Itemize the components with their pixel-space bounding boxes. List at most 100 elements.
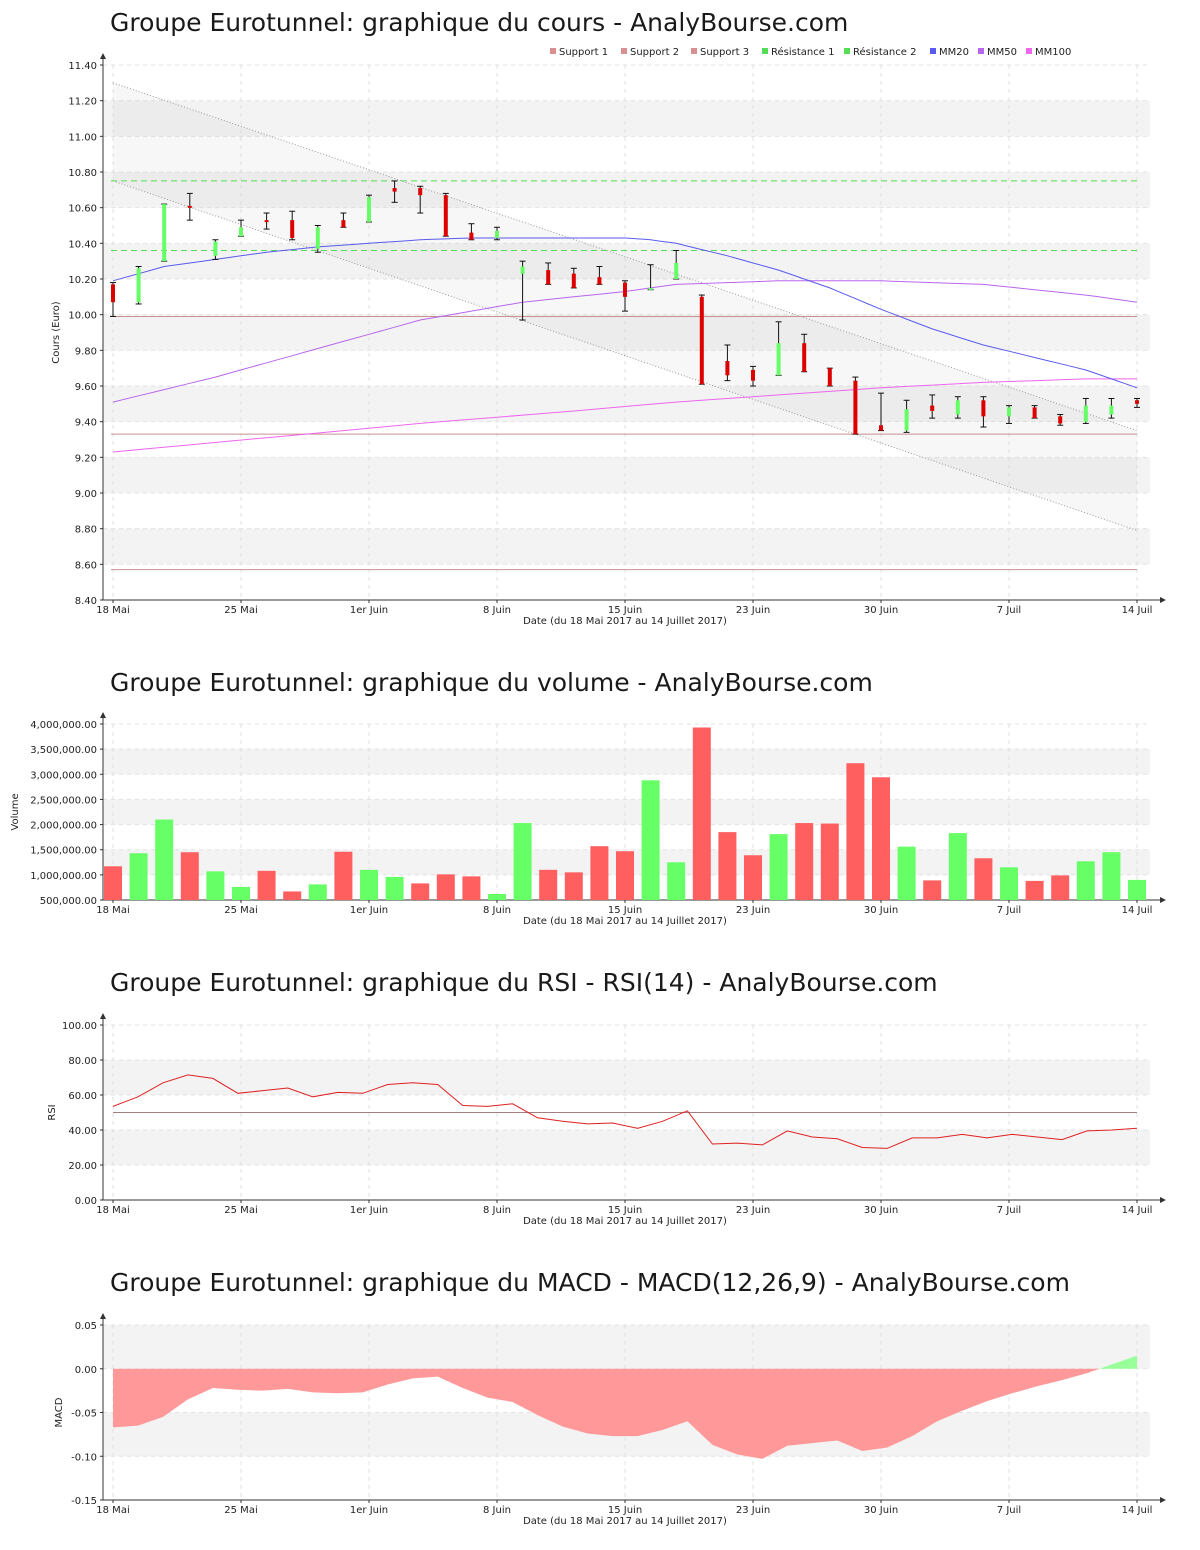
- y-axis-label: Volume: [10, 793, 21, 830]
- volume-bar: [641, 780, 660, 900]
- candle-body: [136, 268, 141, 303]
- grid-band: [103, 243, 1150, 279]
- y-tick-label: 80.00: [68, 1056, 97, 1067]
- volume-bar: [385, 876, 404, 900]
- y-axis-label: RSI: [47, 1104, 58, 1120]
- volume-bar: [590, 846, 609, 900]
- candle-body: [1007, 407, 1011, 417]
- grid-band: [103, 1130, 1150, 1165]
- legend-swatch: [844, 48, 850, 54]
- legend-label: Résistance 1: [771, 46, 834, 58]
- x-axis-label: Date (du 18 Mai 2017 au 14 Juillet 2017): [523, 1216, 727, 1227]
- x-tick-label: 7 Juil: [997, 605, 1021, 616]
- x-axis-label: Date (du 18 Mai 2017 au 14 Juillet 2017): [523, 616, 727, 627]
- y-tick-label: -0.10: [71, 1452, 97, 1463]
- x-tick-label: 1er Juin: [350, 905, 388, 916]
- candle-body: [751, 369, 755, 381]
- volume-bar: [948, 833, 967, 900]
- volume-bar: [744, 855, 762, 900]
- x-tick-label: 15 Juin: [608, 1205, 642, 1216]
- candle-body: [111, 284, 115, 303]
- volume-bar: [129, 853, 148, 900]
- volume-bar: [436, 874, 455, 900]
- rsi-line: [112, 1074, 1138, 1149]
- x-tick-label: 7 Juil: [997, 1205, 1021, 1216]
- legend-label: Support 2: [630, 47, 679, 58]
- legend-label: Résistance 2: [853, 46, 916, 58]
- channel-upper-line: [112, 82, 1138, 432]
- x-tick-label: 7 Juil: [997, 905, 1021, 916]
- grid-band: [103, 100, 1150, 137]
- candle-body: [597, 277, 602, 285]
- y-tick-label: 9.40: [75, 418, 97, 429]
- candle-body: [725, 361, 730, 376]
- volume-bar: [616, 851, 634, 900]
- y-tick-label: 3,500,000.00: [30, 745, 97, 756]
- candle-body: [904, 409, 909, 431]
- y-tick-label: 10.40: [68, 239, 97, 250]
- y-tick-label: 0.05: [75, 1321, 97, 1332]
- y-axis-arrow: [100, 1013, 106, 1019]
- candle-body: [827, 368, 832, 386]
- y-tick-label: 9.60: [75, 382, 97, 393]
- volume-bar: [667, 862, 686, 900]
- legend-label: MM50: [987, 47, 1017, 58]
- y-tick-label: 100.00: [62, 1021, 97, 1032]
- y-tick-label: 0.00: [75, 1196, 97, 1207]
- x-tick-label: 8 Juin: [483, 1505, 511, 1516]
- volume-bar: [718, 832, 737, 900]
- grid-band: [103, 1060, 1150, 1095]
- x-tick-label: 14 Juil: [1122, 1505, 1153, 1516]
- volume-bar: [872, 777, 890, 900]
- channel-lower-line: [112, 180, 1138, 531]
- candle-body: [1083, 405, 1088, 422]
- x-tick-label: 14 Juil: [1122, 605, 1153, 616]
- x-axis-arrow: [1160, 1497, 1166, 1503]
- candle-body: [802, 343, 807, 372]
- candle-body: [418, 188, 423, 196]
- macd-negative-area: [113, 1368, 1100, 1459]
- y-tick-label: 10.20: [68, 275, 97, 286]
- x-tick-label: 8 Juin: [483, 905, 511, 916]
- candle-body: [162, 204, 167, 262]
- x-tick-label: 25 Mai: [224, 905, 257, 916]
- volume-bar: [974, 858, 993, 900]
- volume-bar: [1025, 880, 1044, 900]
- rsi-chart-block: Groupe Eurotunnel: graphique du RSI - RS…: [0, 960, 1200, 1240]
- y-tick-label: 9.00: [75, 489, 97, 500]
- legend-label: Support 3: [700, 47, 749, 58]
- y-tick-label: 8.60: [75, 560, 97, 571]
- macd-chart-block: Groupe Eurotunnel: graphique du MACD - M…: [0, 1260, 1200, 1545]
- volume-bar: [206, 871, 225, 900]
- x-tick-label: 7 Juil: [997, 1505, 1021, 1516]
- y-axis-label: MACD: [54, 1397, 65, 1427]
- volume-bar: [334, 851, 353, 900]
- x-tick-label: 1er Juin: [350, 1505, 388, 1516]
- legend-swatch: [978, 48, 984, 54]
- volume-bar: [539, 869, 558, 900]
- y-tick-label: 11.00: [68, 132, 97, 143]
- candle-body: [367, 196, 371, 222]
- price-chart-title: Groupe Eurotunnel: graphique du cours - …: [110, 8, 849, 37]
- x-tick-label: 18 Mai: [96, 605, 129, 616]
- y-tick-label: 10.80: [68, 168, 97, 179]
- candle-body: [981, 400, 986, 417]
- candle-body: [571, 273, 576, 288]
- legend-label: MM100: [1035, 47, 1071, 58]
- y-tick-label: 10.00: [68, 311, 97, 322]
- y-tick-label: 9.20: [75, 453, 97, 464]
- candle-body: [674, 262, 679, 279]
- grid-band: [103, 749, 1150, 775]
- legend-label: Support 1: [559, 47, 608, 58]
- y-tick-label: 1,000,000.00: [30, 871, 97, 882]
- volume-bar: [1102, 852, 1121, 900]
- candle-body: [546, 270, 551, 285]
- x-axis-arrow: [1160, 897, 1166, 903]
- volume-bar: [411, 883, 430, 900]
- x-tick-label: 18 Mai: [96, 1505, 129, 1516]
- y-tick-label: -0.15: [71, 1496, 97, 1507]
- candle-body: [520, 266, 525, 274]
- candle-body: [648, 287, 653, 290]
